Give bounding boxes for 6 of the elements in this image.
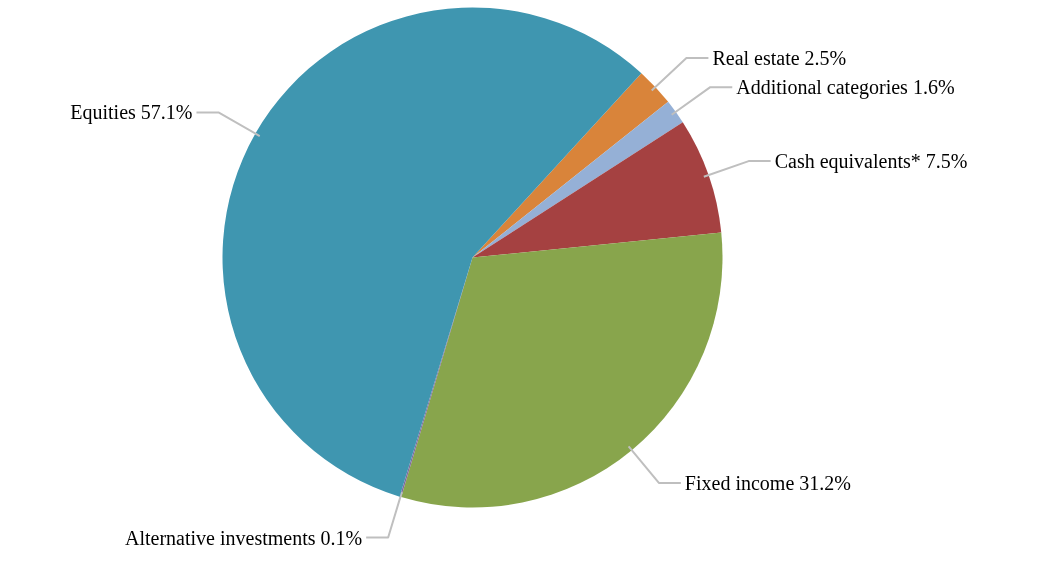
slice-label: Additional categories 1.6% — [736, 76, 955, 100]
slice-label: Cash equivalents* 7.5% — [774, 150, 968, 174]
slice-label: Fixed income 31.2% — [684, 471, 851, 494]
slice-label: Equities 57.1% — [70, 101, 193, 125]
slice-label: Real estate 2.5% — [712, 47, 847, 70]
slice-label: Alternative investments 0.1% — [124, 526, 363, 549]
